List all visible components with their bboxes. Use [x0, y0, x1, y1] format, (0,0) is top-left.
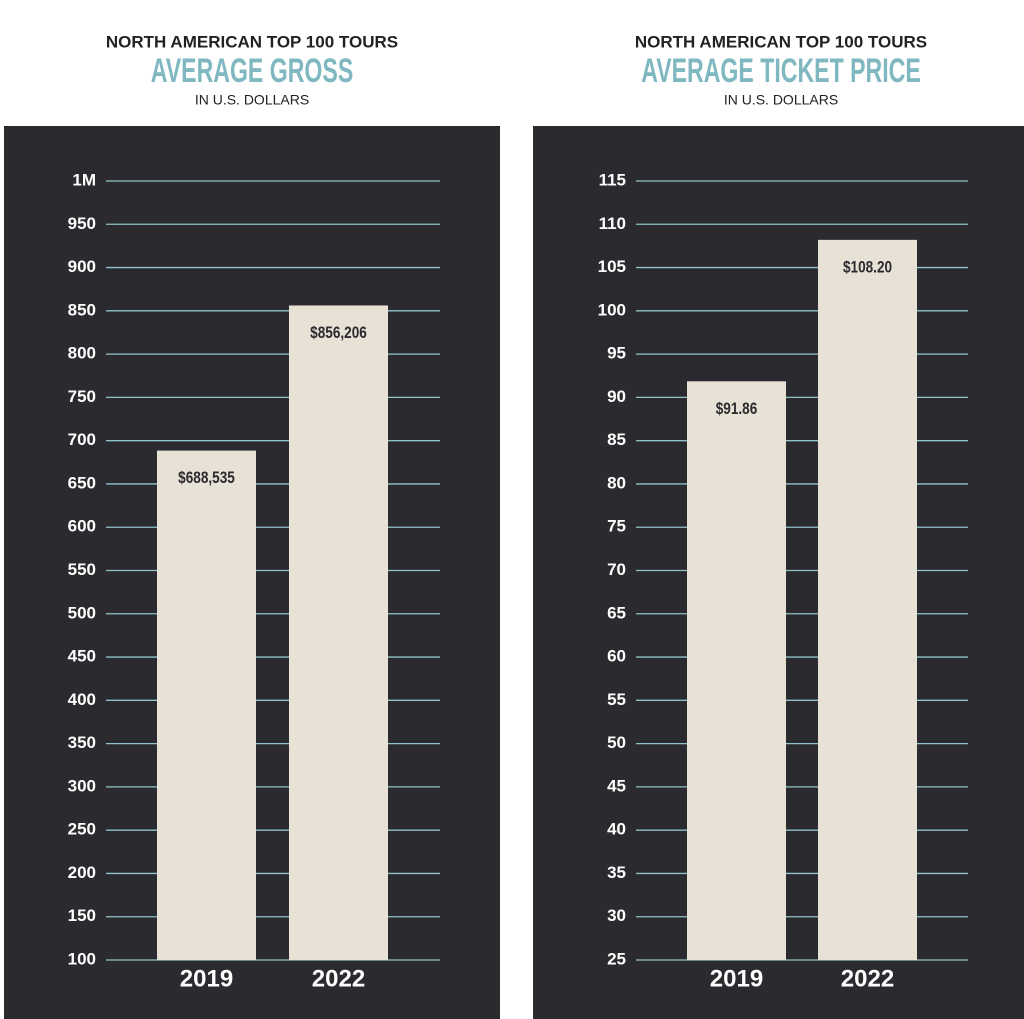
- y-tick-label: 350: [68, 733, 96, 752]
- y-tick-label: 35: [607, 863, 626, 882]
- value-label-group: $91.86: [716, 399, 758, 418]
- y-tick-label: 150: [68, 906, 96, 925]
- y-tick-label: 400: [68, 690, 96, 709]
- y-tick-label: 250: [68, 820, 96, 839]
- x-tick-label: 2022: [841, 965, 894, 992]
- y-tick-label: 90: [607, 387, 626, 406]
- value-label: $856,206: [310, 324, 367, 343]
- value-label: $688,535: [178, 469, 235, 488]
- y-tick-label: 300: [68, 776, 96, 795]
- value-label-group: $688,535: [178, 469, 235, 488]
- x-tick-label: 2019: [710, 965, 763, 992]
- y-tick-label: 900: [68, 257, 96, 276]
- y-tick-label: 950: [68, 214, 96, 233]
- y-tick-label: 1M: [72, 170, 96, 189]
- y-tick-label: 550: [68, 560, 96, 579]
- y-tick-label: 60: [607, 647, 626, 666]
- y-tick-label: 650: [68, 473, 96, 492]
- y-tick-label: 50: [607, 733, 626, 752]
- value-label-group: $108.20: [843, 258, 892, 277]
- y-tick-label: 100: [68, 949, 96, 968]
- chart-subtitle: AVERAGE GROSS: [151, 53, 353, 90]
- y-tick-label: 750: [68, 387, 96, 406]
- y-tick-label: 65: [607, 603, 626, 622]
- y-tick-label: 95: [607, 344, 626, 363]
- value-label: $108.20: [843, 258, 892, 277]
- y-tick-label: 55: [607, 690, 626, 709]
- y-tick-label: 80: [607, 473, 626, 492]
- y-tick-label: 600: [68, 517, 96, 536]
- y-tick-label: 30: [607, 906, 626, 925]
- y-tick-label: 75: [607, 517, 626, 536]
- bar: [818, 239, 917, 960]
- axis-note: IN U.S. DOLLARS: [195, 92, 309, 108]
- subtitle-group: AVERAGE TICKET PRICE: [641, 53, 921, 90]
- chart-title: NORTH AMERICAN TOP 100 TOURS: [635, 32, 927, 51]
- value-label: $91.86: [716, 399, 758, 418]
- y-tick-label: 850: [68, 300, 96, 319]
- x-tick-label: 2022: [312, 965, 365, 992]
- axis-note: IN U.S. DOLLARS: [724, 92, 838, 108]
- subtitle-group: AVERAGE GROSS: [151, 53, 353, 90]
- y-tick-label: 110: [599, 214, 626, 233]
- chart-subtitle: AVERAGE TICKET PRICE: [641, 53, 921, 90]
- x-tick-label: 2019: [180, 965, 233, 992]
- y-tick-label: 450: [68, 647, 96, 666]
- value-label-group: $856,206: [310, 324, 367, 343]
- y-tick-label: 105: [598, 257, 626, 276]
- y-tick-label: 40: [607, 820, 626, 839]
- y-tick-label: 500: [68, 603, 96, 622]
- y-tick-label: 85: [607, 430, 626, 449]
- bar: [687, 381, 786, 960]
- y-tick-label: 200: [68, 863, 96, 882]
- chart-title: NORTH AMERICAN TOP 100 TOURS: [106, 32, 398, 51]
- bar: [289, 305, 388, 961]
- y-tick-label: 700: [68, 430, 96, 449]
- y-tick-label: 45: [607, 776, 626, 795]
- y-tick-label: 800: [68, 344, 96, 363]
- y-tick-label: 115: [599, 170, 626, 189]
- y-tick-label: 70: [607, 560, 626, 579]
- y-tick-label: 25: [607, 949, 626, 968]
- y-tick-label: 100: [598, 300, 626, 319]
- bar: [157, 450, 256, 960]
